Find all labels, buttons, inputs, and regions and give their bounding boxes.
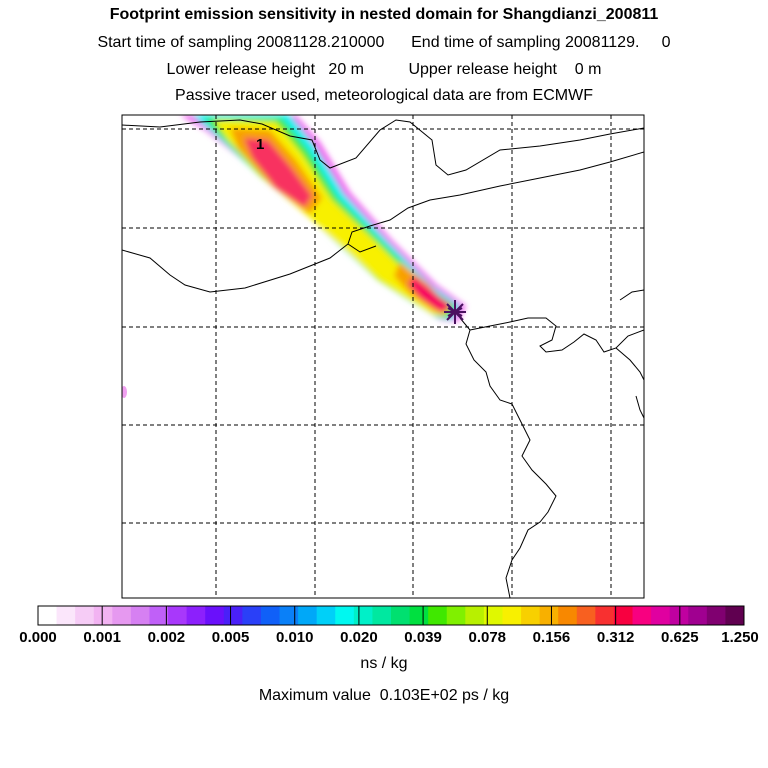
colorbar-cell bbox=[186, 606, 206, 625]
border-line-mid bbox=[122, 151, 644, 293]
plume-core-red-2 bbox=[408, 276, 452, 314]
plume-layer bbox=[122, 115, 466, 398]
colorbar bbox=[37, 605, 745, 626]
plume-core-red bbox=[244, 138, 312, 208]
colorbar-cell bbox=[260, 606, 281, 625]
colorbar-cell bbox=[632, 606, 652, 625]
colorbar-tick-label: 1.250 bbox=[721, 629, 759, 646]
border-line-north bbox=[122, 119, 644, 176]
footprint-map: 1 bbox=[121, 114, 645, 599]
colorbar-cell bbox=[446, 606, 466, 625]
colorbar-tick-label: 0.625 bbox=[661, 629, 699, 646]
colorbar-cell bbox=[613, 606, 634, 625]
map-frame-bg bbox=[122, 115, 644, 598]
grid-lines bbox=[122, 115, 644, 598]
colorbar-cell bbox=[279, 606, 299, 625]
colorbar-cell bbox=[483, 606, 503, 625]
colorbar-cell bbox=[725, 606, 745, 625]
sampling-time-line: Start time of sampling 20081128.210000 E… bbox=[97, 34, 671, 51]
plot-title: Footprint emission sensitivity in nested… bbox=[109, 6, 659, 23]
colorbar-cell bbox=[651, 606, 671, 625]
maximum-value-label: Maximum value 0.103E+02 ps / kg bbox=[258, 687, 510, 704]
colorbar-cell bbox=[56, 606, 76, 625]
colorbar-cell bbox=[372, 606, 392, 625]
colorbar-cell bbox=[93, 606, 113, 625]
colorbar-tick-label: 0.002 bbox=[147, 629, 186, 646]
colorbar-cell bbox=[130, 606, 150, 625]
colorbar-cell bbox=[316, 606, 336, 625]
colorbar-tick-label: 0.000 bbox=[19, 629, 57, 646]
colorbar-cell bbox=[558, 606, 578, 625]
colorbar-tick-label: 0.312 bbox=[596, 629, 635, 646]
colorbar-cell bbox=[688, 606, 708, 625]
colorbar-cell bbox=[502, 606, 522, 625]
colorbar-tick-label: 0.010 bbox=[275, 629, 314, 646]
colorbar-tick-label: 0.005 bbox=[211, 629, 250, 646]
colorbar-cell bbox=[38, 606, 58, 625]
colorbar-cell bbox=[539, 606, 559, 625]
colorbar-cell bbox=[409, 606, 429, 625]
colorbar-cell bbox=[353, 606, 373, 625]
tracer-info-line: Passive tracer used, meteorological data… bbox=[175, 87, 593, 104]
map-frame bbox=[121, 114, 645, 599]
colorbar-cell bbox=[521, 606, 541, 625]
coastline-east-small bbox=[635, 395, 644, 419]
colorbar-tick-label: 0.156 bbox=[532, 629, 571, 646]
colorbar-cell bbox=[465, 606, 485, 625]
colorbar-units: ns / kg bbox=[360, 655, 408, 672]
colorbar-cell bbox=[428, 606, 448, 625]
colorbar-cell bbox=[112, 606, 132, 625]
colorbar-cell bbox=[669, 606, 689, 625]
colorbar-cell bbox=[706, 606, 726, 625]
colorbar-cell bbox=[223, 606, 243, 625]
receptor-star-icon bbox=[444, 300, 466, 324]
colorbar-tick-label: 0.078 bbox=[468, 629, 507, 646]
coastline-island bbox=[619, 289, 644, 301]
left-edge-patch bbox=[122, 386, 127, 398]
colorbar-cell bbox=[242, 606, 262, 625]
colorbar-tick-label: 0.039 bbox=[404, 629, 442, 646]
colorbar-cell bbox=[205, 606, 225, 625]
colorbar-cell bbox=[335, 606, 355, 625]
colorbar-cell bbox=[149, 606, 169, 625]
plume-label: 1 bbox=[256, 136, 264, 153]
release-height-line: Lower release height 20 m Upper release … bbox=[166, 61, 602, 78]
coastline-layer bbox=[122, 119, 644, 598]
coastline-east bbox=[459, 317, 557, 598]
border-line-inner bbox=[347, 243, 377, 253]
colorbar-cells bbox=[38, 606, 745, 625]
colorbar-cell bbox=[595, 606, 615, 625]
colorbar-tick-label: 0.020 bbox=[340, 629, 378, 646]
colorbar-cell bbox=[576, 606, 596, 625]
colorbar-cell bbox=[391, 606, 411, 625]
colorbar-cell bbox=[75, 606, 95, 625]
colorbar-tick-label: 0.001 bbox=[83, 629, 121, 646]
colorbar-frame bbox=[37, 605, 745, 626]
colorbar-cell bbox=[168, 606, 188, 625]
colorbar-cell bbox=[298, 606, 318, 625]
coastline-peninsula bbox=[615, 347, 644, 381]
coastline-bay bbox=[469, 317, 644, 353]
